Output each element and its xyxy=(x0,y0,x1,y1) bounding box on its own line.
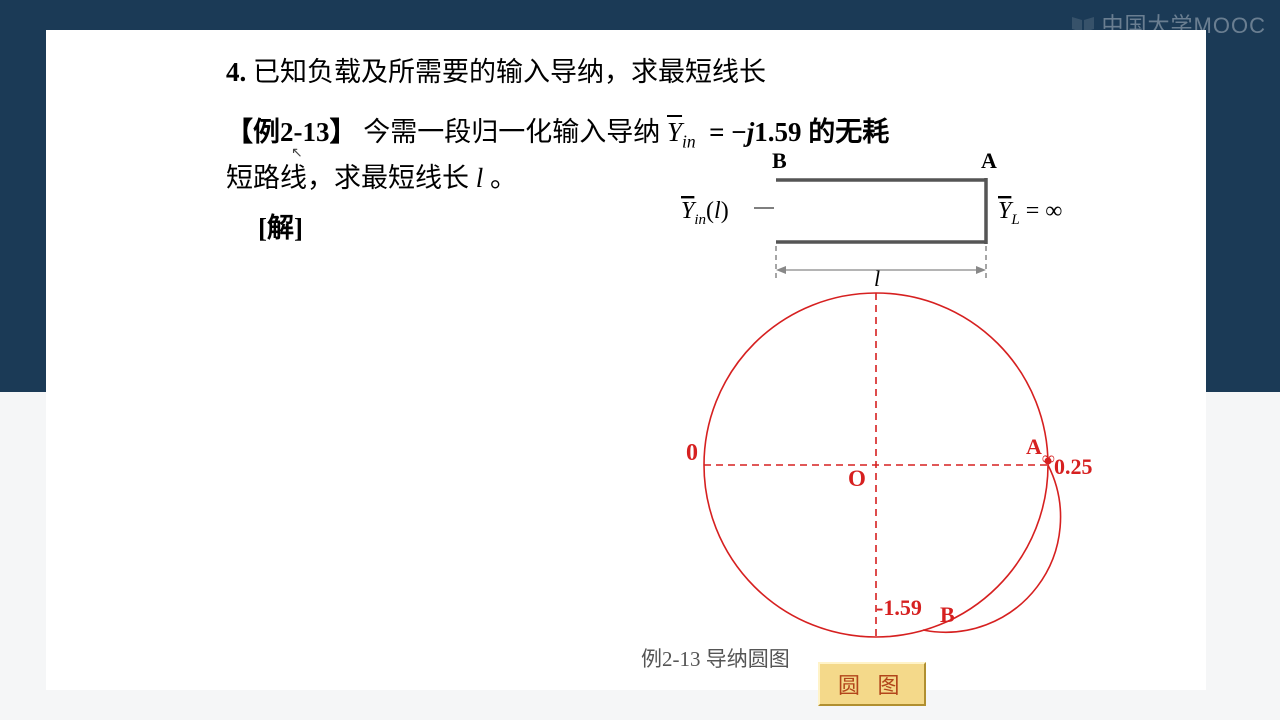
chart-center-O: O xyxy=(848,466,866,491)
tl-yl: YL = ∞ xyxy=(998,198,1062,228)
chart-button[interactable]: 圆 图 xyxy=(818,662,926,706)
chart-B: B xyxy=(940,602,955,627)
book-icon xyxy=(1070,14,1096,34)
figure-caption: 例2-13 导纳圆图 xyxy=(641,643,790,673)
length-var: l xyxy=(476,163,484,193)
watermark-text: 中国大学MOOC xyxy=(1102,8,1266,40)
tl-yin: Yin(l) xyxy=(681,198,729,228)
problem-text-3: 短路线，求最短线长 xyxy=(226,163,476,193)
chart-neg159: -1.59 xyxy=(876,595,922,620)
example-label: 【例2-13】 xyxy=(226,117,357,147)
tl-label-B: B xyxy=(772,148,787,173)
problem-text-4: 。 xyxy=(490,163,517,193)
mooc-watermark: 中国大学MOOC xyxy=(1070,8,1266,40)
section-heading: 4. 已知负载及所需要的输入导纳，求最短线长 xyxy=(226,50,766,89)
admittance-chart: 0 O A ∞ 0.25 -1.59 B xyxy=(626,280,1126,680)
problem-text-1: 今需一段归一化输入导纳 xyxy=(363,117,667,147)
slide-content: 4. 已知负载及所需要的输入导纳，求最短线长 【例2-13】 今需一段归一化输入… xyxy=(46,30,1206,690)
chart-inf: ∞ xyxy=(1042,448,1055,468)
chart-025: 0.25 xyxy=(1054,454,1093,479)
chart-A: A xyxy=(1026,434,1042,459)
solution-label: [解] xyxy=(258,206,303,245)
transmission-line-diagram: B A Yin(l) YL = ∞ l xyxy=(636,138,1096,288)
tl-label-A: A xyxy=(981,148,997,173)
chart-zero: 0 xyxy=(686,440,698,466)
heading-number: 4. xyxy=(226,57,246,87)
heading-text: 已知负载及所需要的输入导纳，求最短线长 xyxy=(253,57,766,87)
